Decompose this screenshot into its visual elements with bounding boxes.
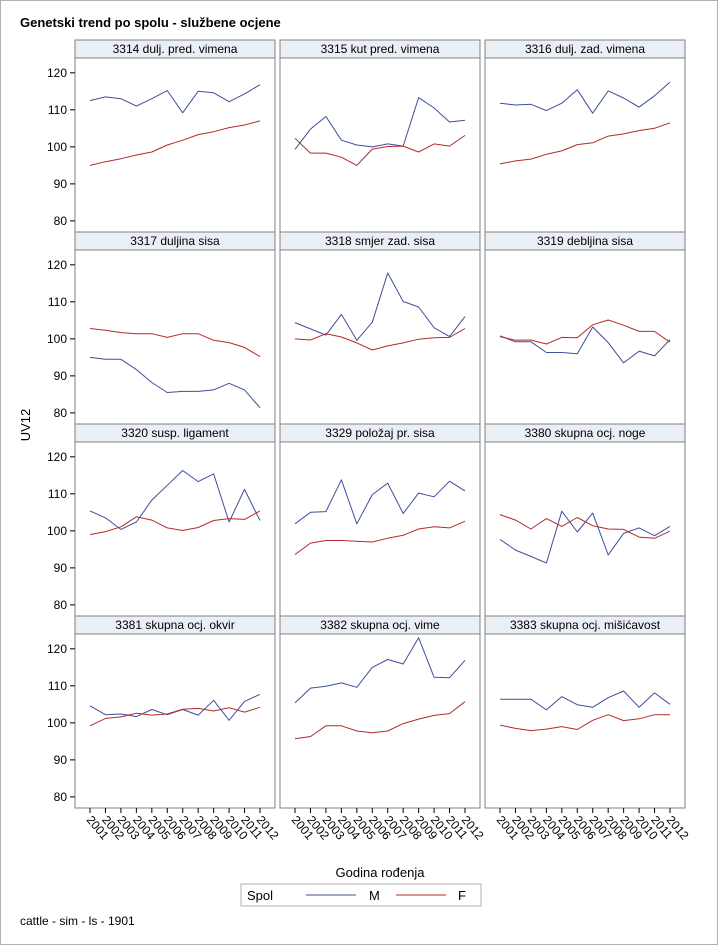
panel-title: 3315 kut pred. vimena <box>321 42 440 56</box>
panel: 3382 skupna ocj. vime2001200220032004200… <box>279 615 487 843</box>
panel-plot-area <box>484 441 686 617</box>
legend-f-label: F <box>458 888 466 903</box>
y-axis-label: UV12 <box>18 409 33 442</box>
series-line-f <box>89 706 261 727</box>
y-tick-label: 110 <box>48 487 67 501</box>
y-tick-label: 90 <box>54 177 68 191</box>
panel-title: 3380 skupna ocj. noge <box>525 426 646 440</box>
series-line-m <box>294 272 466 341</box>
panel: 3383 skupna ocj. mišićavost2001200220032… <box>484 615 692 843</box>
y-tick-label: 120 <box>47 66 67 80</box>
y-tick-label: 80 <box>54 406 68 420</box>
panel: 3317 duljina sisa 80 90 100 110 120 <box>47 231 276 425</box>
legend-box <box>240 883 482 907</box>
panel: 3314 dulj. pred. vimena 80 90 100 110 120 <box>47 39 276 233</box>
series-line-f <box>294 520 466 555</box>
panel: 3315 kut pred. vimena <box>279 39 481 233</box>
panel: 3329 položaj pr. sisa <box>279 423 481 617</box>
series-line-f <box>89 510 261 536</box>
panel-plot-area <box>74 57 276 233</box>
panel-title: 3382 skupna ocj. vime <box>320 618 440 632</box>
panel-plot-area <box>74 633 276 809</box>
legend-title: Spol <box>247 888 273 903</box>
panel-plot-area <box>74 249 276 425</box>
y-tick-label: 90 <box>54 753 68 767</box>
chart-title: Genetski trend po spolu - službene ocjen… <box>20 15 281 30</box>
y-tick-label: 80 <box>54 214 68 228</box>
panel-grid: 3314 dulj. pred. vimena 80 90 100 110 120 3315… <box>47 39 692 843</box>
y-tick-label: 110 <box>48 103 67 117</box>
y-tick-label: 80 <box>54 598 68 612</box>
series-line-f <box>499 514 671 539</box>
series-line-f <box>294 328 466 351</box>
series-line-f <box>89 120 261 166</box>
legend-m-label: M <box>369 888 380 903</box>
series-line-m <box>499 326 671 364</box>
panel-title: 3329 položaj pr. sisa <box>325 426 435 440</box>
y-tick-label: 110 <box>48 295 67 309</box>
panel-plot-area <box>279 441 481 617</box>
y-tick-label: 100 <box>47 332 67 346</box>
y-tick-label: 120 <box>47 642 67 656</box>
series-line-m <box>89 84 261 114</box>
panel-title: 3316 dulj. zad. vimena <box>525 42 645 56</box>
series-line-m <box>294 479 466 525</box>
panel-plot-area <box>279 633 481 809</box>
series-line-m <box>294 637 466 704</box>
x-axis-label: Godina rođenja <box>336 865 426 880</box>
panel-title: 3381 skupna ocj. okvir <box>115 618 234 632</box>
series-line-m <box>294 97 466 150</box>
panel: 3381 skupna ocj. okvir809010011012020012… <box>47 615 282 843</box>
panel-title: 3314 dulj. pred. vimena <box>113 42 238 56</box>
y-tick-label: 100 <box>47 524 67 538</box>
series-line-m <box>499 81 671 114</box>
panel: 3316 dulj. zad. vimena <box>484 39 686 233</box>
y-tick-label: 90 <box>54 561 68 575</box>
panel-plot-area <box>484 249 686 425</box>
panel: 3320 susp. ligament 80 90 100 110 120 <box>47 423 276 617</box>
y-tick-label: 110 <box>48 679 67 693</box>
series-line-m <box>499 510 671 564</box>
y-tick-label: 80 <box>54 790 68 804</box>
y-tick-label: 90 <box>54 369 68 383</box>
panel-title: 3320 susp. ligament <box>121 426 229 440</box>
footnote: cattle - sim - ls - 1901 <box>20 914 135 928</box>
series-line-f <box>294 701 466 740</box>
series-line-m <box>89 356 261 409</box>
series-line-m <box>500 690 671 711</box>
panel-title: 3318 smjer zad. sisa <box>325 234 435 248</box>
panel: 3319 debljina sisa <box>484 231 686 425</box>
y-tick-label: 120 <box>47 258 67 272</box>
legend: Spol M F <box>240 883 482 907</box>
panel-plot-area <box>484 57 686 233</box>
series-line-f <box>499 319 671 345</box>
panel: 3318 smjer zad. sisa <box>279 231 481 425</box>
series-line-f <box>89 328 261 358</box>
panel-title: 3317 duljina sisa <box>130 234 220 248</box>
y-tick-label: 100 <box>47 140 67 154</box>
panel: 3380 skupna ocj. noge <box>484 423 686 617</box>
y-tick-label: 120 <box>47 450 67 464</box>
panel-title: 3383 skupna ocj. mišićavost <box>510 618 661 632</box>
series-line-f <box>294 134 466 166</box>
y-tick-label: 100 <box>47 716 67 730</box>
panel-plot-area <box>484 633 686 809</box>
series-line-f <box>499 122 671 165</box>
series-line-f <box>499 714 670 732</box>
panel-title: 3319 debljina sisa <box>537 234 633 248</box>
